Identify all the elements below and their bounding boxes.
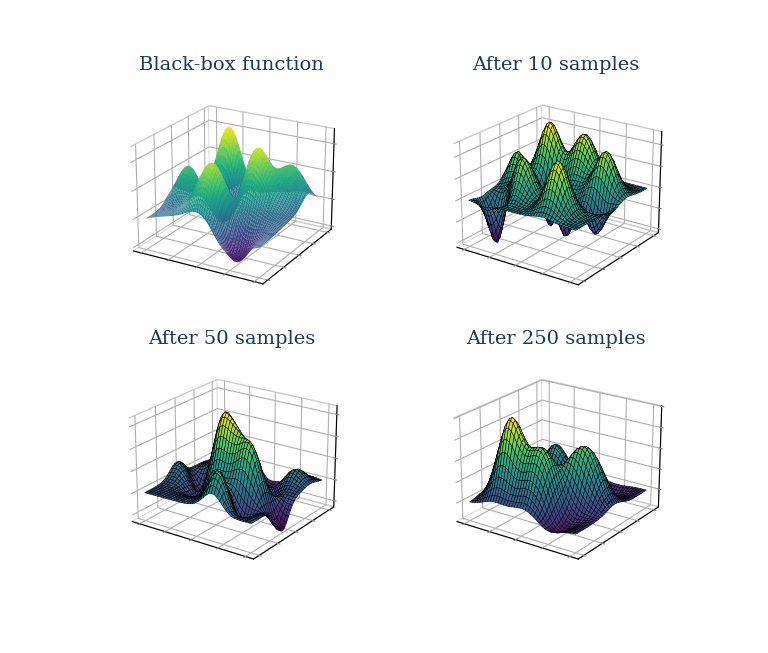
Title: After 250 samples: After 250 samples [466, 330, 646, 348]
Title: After 10 samples: After 10 samples [472, 56, 640, 74]
Title: Black-box function: Black-box function [139, 56, 323, 74]
Title: After 50 samples: After 50 samples [147, 330, 315, 348]
